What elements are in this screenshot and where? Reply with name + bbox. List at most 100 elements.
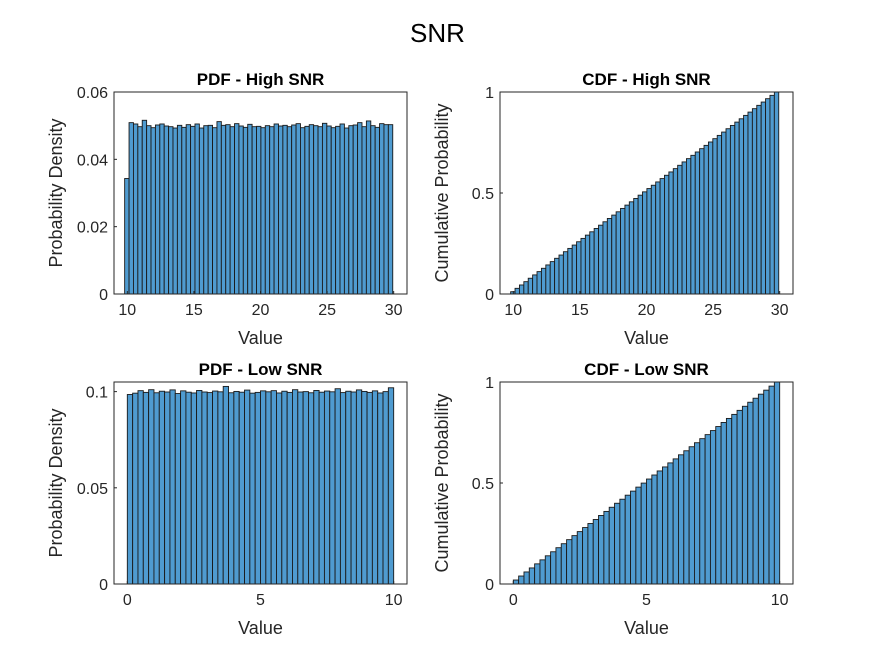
histogram-bar	[518, 284, 525, 295]
y-tick-label: 0.02	[77, 220, 108, 237]
histogram-bar	[286, 126, 293, 295]
histogram-bar	[637, 194, 643, 295]
histogram-bar	[348, 125, 354, 295]
histogram-bar	[635, 486, 642, 585]
histogram-bar	[281, 390, 288, 585]
histogram-bar	[704, 434, 711, 585]
histogram-bar	[598, 515, 605, 585]
histogram-bar	[571, 535, 578, 585]
histogram-bar	[329, 391, 336, 585]
y-tick-label: 0.5	[472, 476, 494, 493]
histogram-bar	[550, 551, 557, 585]
histogram-bar	[534, 563, 541, 585]
histogram-bar	[672, 168, 679, 295]
histogram-bar	[664, 174, 670, 295]
histogram-bar	[379, 123, 385, 295]
histogram-bar	[251, 126, 257, 295]
histogram-bar	[158, 390, 166, 585]
histogram-bar	[656, 470, 663, 585]
histogram-bar	[361, 390, 368, 585]
histogram-bar	[555, 547, 562, 585]
histogram-bar	[699, 438, 706, 585]
histogram-bar	[677, 164, 683, 295]
histogram-bar	[646, 478, 653, 585]
histogram-bar	[335, 125, 341, 295]
histogram-bar	[297, 391, 304, 585]
histogram-bar	[374, 126, 381, 295]
y-tick-label: 0.04	[77, 152, 108, 169]
y-tick-label: 0	[99, 577, 108, 594]
histogram-bar	[628, 201, 635, 295]
x-tick-label: 5	[256, 592, 265, 609]
histogram-bar	[260, 127, 266, 295]
histogram-bar	[352, 124, 359, 295]
histogram-bar	[234, 123, 240, 295]
histogram-bar	[571, 244, 578, 295]
y-tick-label: 0.5	[472, 186, 494, 203]
histogram-bar	[624, 204, 630, 295]
histogram-bar	[731, 413, 738, 585]
histogram-bar	[734, 121, 740, 295]
subplot-title: CDF - Low SNR	[584, 360, 709, 379]
histogram-bar	[566, 539, 573, 585]
histogram-bar	[220, 124, 227, 295]
histogram-bar	[249, 392, 256, 585]
histogram-bar	[630, 490, 637, 585]
histogram-bar	[269, 126, 275, 295]
histogram-bar	[212, 127, 218, 295]
subplot-title: PDF - Low SNR	[199, 360, 323, 379]
histogram-bar	[624, 494, 631, 585]
histogram-bar	[254, 391, 261, 585]
histogram-bar	[688, 446, 695, 585]
histogram-bar	[313, 125, 319, 295]
histogram-bar	[278, 125, 284, 295]
histogram-bar	[769, 94, 775, 295]
histogram-bar	[201, 391, 208, 585]
histogram-bar	[523, 281, 529, 295]
x-tick-label: 15	[185, 302, 203, 319]
histogram-bar	[343, 127, 350, 295]
histogram-bar	[295, 123, 301, 295]
histogram-bar	[291, 124, 297, 295]
histogram-bar	[229, 126, 235, 295]
histogram-bar	[302, 391, 309, 585]
histogram-bar	[751, 108, 758, 295]
histogram-bar	[233, 390, 240, 585]
histogram-bar	[589, 231, 595, 295]
histogram-bar	[217, 391, 224, 585]
histogram-bar	[148, 389, 155, 585]
histogram-bar	[523, 571, 530, 585]
y-axis-label: Probability Density	[46, 408, 66, 557]
histogram-bar	[741, 405, 749, 585]
histogram-bar	[736, 409, 743, 585]
histogram-bar	[387, 387, 395, 585]
histogram-bar	[350, 391, 357, 585]
histogram-bar	[659, 178, 665, 295]
histogram-bar	[159, 123, 165, 295]
histogram-bar	[716, 134, 723, 295]
histogram-bar	[760, 101, 767, 295]
histogram-bar	[593, 228, 599, 295]
histogram-bar	[330, 127, 337, 295]
y-axis-label: Cumulative Probability	[432, 103, 452, 282]
x-tick-label: 15	[571, 302, 589, 319]
histogram-bar	[584, 234, 591, 295]
histogram-bar	[339, 392, 347, 585]
figure-title: SNR	[410, 18, 465, 48]
histogram-bar	[747, 111, 753, 295]
histogram-bar	[528, 567, 536, 585]
y-axis-label: Probability Density	[46, 118, 66, 267]
histogram-bar	[651, 474, 658, 585]
histogram-bar	[198, 127, 205, 295]
histogram-bar	[146, 125, 152, 295]
histogram-bar	[709, 430, 717, 585]
histogram-bar	[620, 207, 626, 295]
histogram-bar	[276, 392, 283, 585]
histogram-bar	[763, 389, 770, 585]
histogram-bar	[545, 264, 551, 295]
histogram-bar	[308, 124, 315, 295]
histogram-bar	[150, 127, 156, 295]
histogram-bar	[383, 124, 389, 295]
histogram-bar	[265, 391, 272, 585]
histogram-bar	[768, 385, 775, 585]
